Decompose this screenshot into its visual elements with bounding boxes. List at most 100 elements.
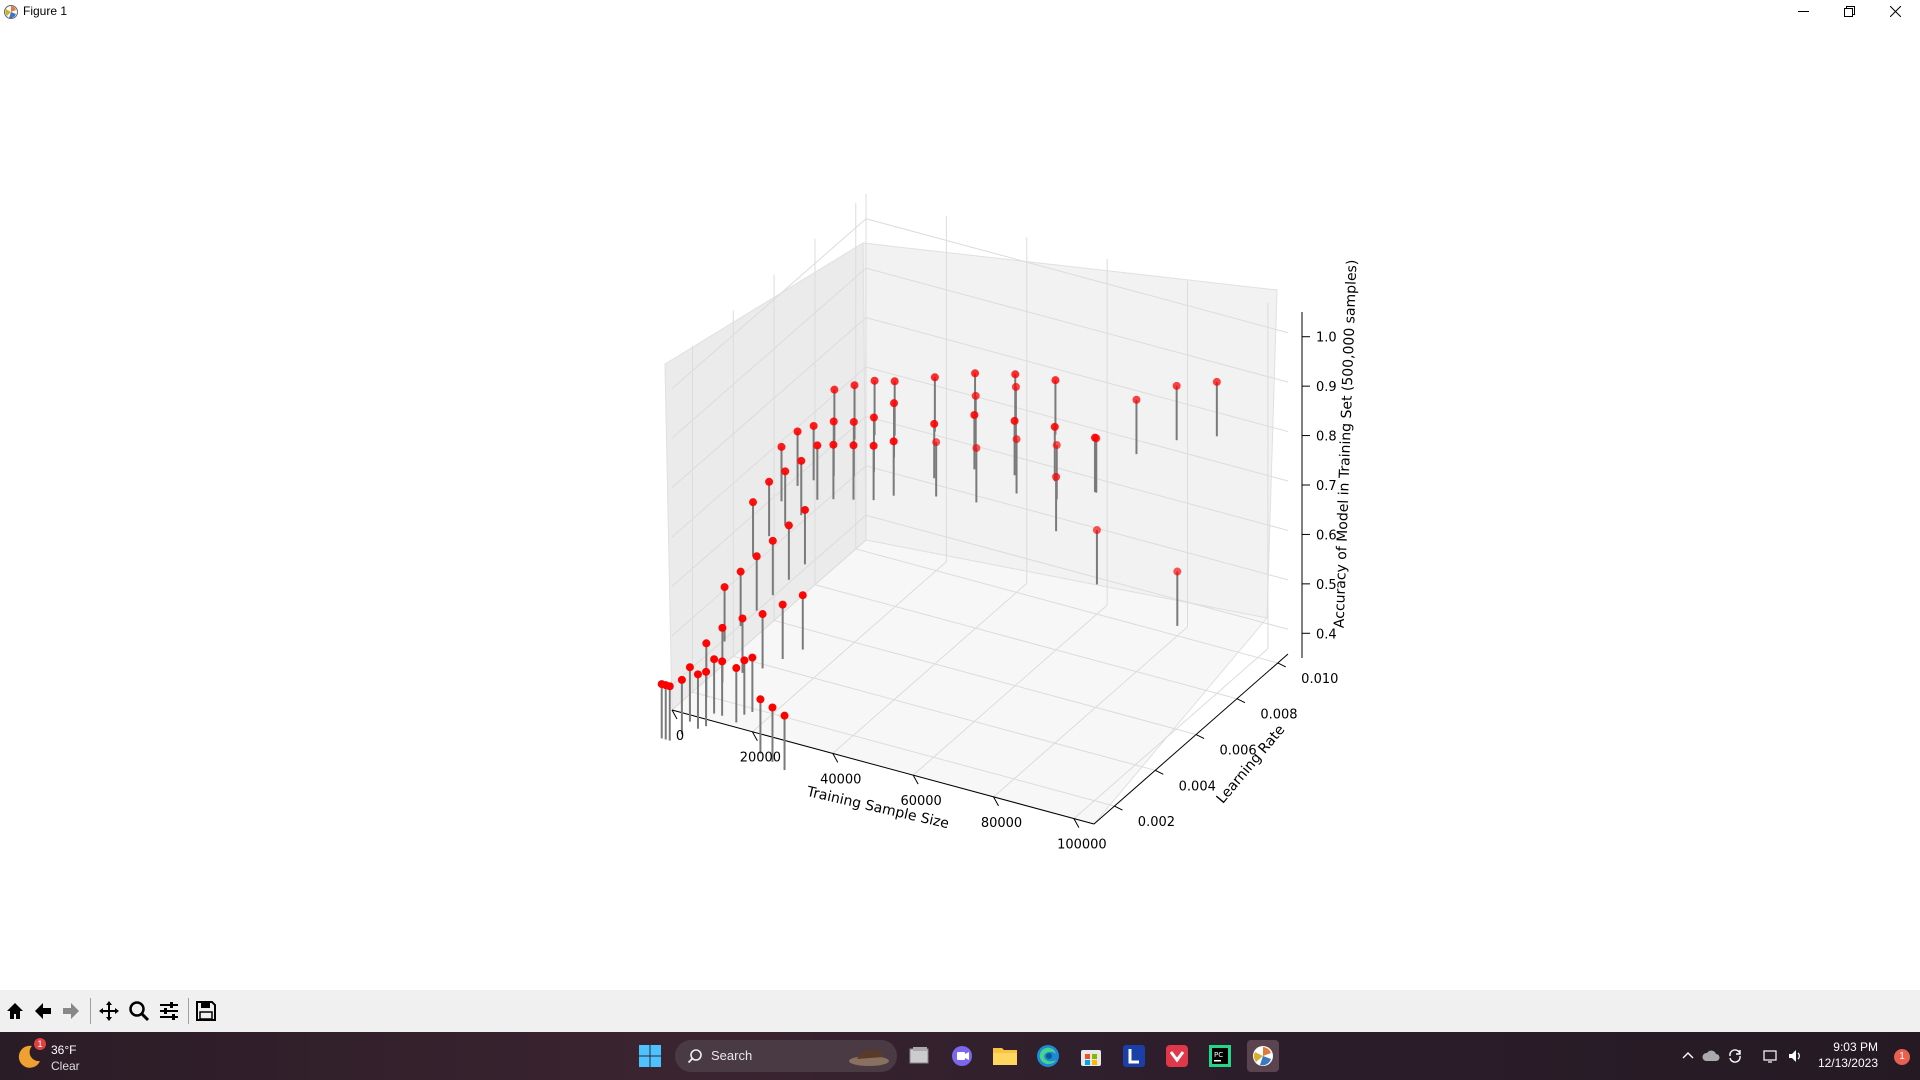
x-gridline: [671, 539, 867, 711]
data-point: [849, 441, 858, 450]
save-icon: [196, 1001, 216, 1021]
x-tick-label: 40000: [820, 772, 861, 787]
data-point: [930, 419, 939, 428]
tray-onedrive[interactable]: [1700, 1040, 1722, 1072]
data-point: [793, 427, 802, 436]
data-point: [798, 591, 807, 600]
taskbar-file-explorer[interactable]: [989, 1040, 1021, 1072]
tray-clock[interactable]: 9:03 PM 12/13/2023: [1818, 1039, 1878, 1071]
restore-button[interactable]: [1826, 0, 1872, 22]
x-gridline: [832, 583, 1028, 754]
store-icon: [1081, 1050, 1101, 1066]
taskbar-app-l[interactable]: [1118, 1040, 1150, 1072]
taskbar-search-box[interactable]: Search: [675, 1040, 897, 1072]
matplotlib-toolbar: [0, 990, 1920, 1032]
z-gridline: [865, 366, 1289, 482]
y-tick-label: 0.004: [1179, 779, 1216, 794]
home-button[interactable]: [2, 998, 28, 1024]
x-axis-line: [671, 709, 1095, 825]
weather-condition: Clear: [51, 1059, 80, 1073]
configure-subplots-button[interactable]: [156, 998, 182, 1024]
data-point: [758, 610, 767, 619]
data-point: [732, 664, 741, 673]
data-point: [971, 369, 980, 378]
minimize-button[interactable]: [1780, 0, 1826, 22]
z-gridline: [671, 218, 867, 390]
data-point: [693, 670, 702, 679]
x-tick: [912, 774, 919, 785]
z-gridline: [671, 514, 867, 686]
x-tick-label: 20000: [740, 751, 781, 766]
moon-weather-icon: [18, 1045, 40, 1068]
taskbar-app-red[interactable]: [1161, 1040, 1193, 1072]
x-tick-label: 0: [676, 729, 684, 744]
data-point: [702, 639, 711, 648]
data-points: [657, 369, 1221, 720]
forward-icon: [63, 1003, 79, 1019]
y-tick-label: 0.002: [1138, 815, 1175, 830]
z-gridline: [865, 218, 1289, 334]
z-tick-label: 0.5: [1316, 578, 1337, 593]
data-point: [768, 703, 777, 712]
tray-network[interactable]: [1760, 1040, 1782, 1072]
data-point: [1011, 382, 1020, 391]
y-gridline: [814, 584, 1238, 700]
data-point: [702, 667, 711, 676]
scatter3d-plot[interactable]: 0 20000 40000 60000 80000 100000 0.002 0.004 0.0…: [0, 24, 1920, 990]
data-point: [930, 373, 939, 382]
y-tick: [1155, 769, 1164, 775]
data-point: [736, 567, 745, 576]
x-tick: [1073, 818, 1080, 828]
tray-volume[interactable]: [1784, 1040, 1806, 1072]
taskbar-edge-browser[interactable]: [1032, 1040, 1064, 1072]
y-tick-label: 0.006: [1219, 744, 1256, 759]
axis-lines: [671, 312, 1310, 828]
data-point: [781, 467, 790, 476]
data-point: [932, 438, 941, 447]
data-point: [784, 521, 793, 530]
data-point: [685, 663, 694, 672]
network-icon: [1763, 1050, 1777, 1063]
tray-sync[interactable]: [1724, 1040, 1746, 1072]
forward-button[interactable]: [58, 998, 84, 1024]
data-point: [870, 376, 879, 385]
notification-badge[interactable]: 1: [1894, 1049, 1910, 1065]
start-button[interactable]: [634, 1040, 666, 1072]
taskbar-pycharm[interactable]: PC: [1204, 1040, 1236, 1072]
close-button[interactable]: [1872, 0, 1918, 22]
edge-icon: [1037, 1045, 1059, 1067]
chat-icon: [952, 1046, 972, 1066]
data-point: [665, 682, 674, 691]
zoom-button[interactable]: [126, 998, 152, 1024]
sync-icon: [1729, 1049, 1741, 1063]
data-point: [1050, 422, 1059, 431]
z-tick-label: 0.7: [1316, 479, 1337, 494]
taskbar-teams-chat[interactable]: [946, 1040, 978, 1072]
show-hidden-icons-button[interactable]: [1678, 1040, 1698, 1072]
data-point: [1173, 567, 1182, 576]
data-point: [1012, 435, 1021, 444]
x-tick: [751, 731, 758, 741]
data-point: [718, 623, 727, 632]
y-tick-label: 0.008: [1260, 708, 1297, 723]
save-button[interactable]: [193, 998, 219, 1024]
data-point: [768, 536, 777, 545]
data-point: [780, 711, 789, 720]
z-gridline: [671, 317, 867, 488]
taskbar-matplotlib-figure[interactable]: [1247, 1040, 1279, 1072]
back-button[interactable]: [30, 998, 56, 1024]
y-axis-line: [1093, 653, 1289, 825]
y-tick: [1236, 698, 1246, 704]
data-point: [748, 653, 757, 662]
y-gridline: [733, 655, 1156, 771]
taskbar-task-view[interactable]: [903, 1040, 935, 1072]
y-tick-label: 0.010: [1301, 672, 1338, 687]
x-gridline: [752, 561, 947, 733]
svg-text:PC: PC: [1214, 1051, 1223, 1059]
data-point: [830, 385, 839, 394]
pan-button[interactable]: [96, 998, 122, 1024]
figure-canvas[interactable]: 0 20000 40000 60000 80000 100000 0.002 0.004 0.0…: [0, 24, 1920, 990]
data-point: [1052, 441, 1061, 450]
taskbar-store[interactable]: [1075, 1040, 1107, 1072]
y-tick: [1114, 805, 1123, 811]
